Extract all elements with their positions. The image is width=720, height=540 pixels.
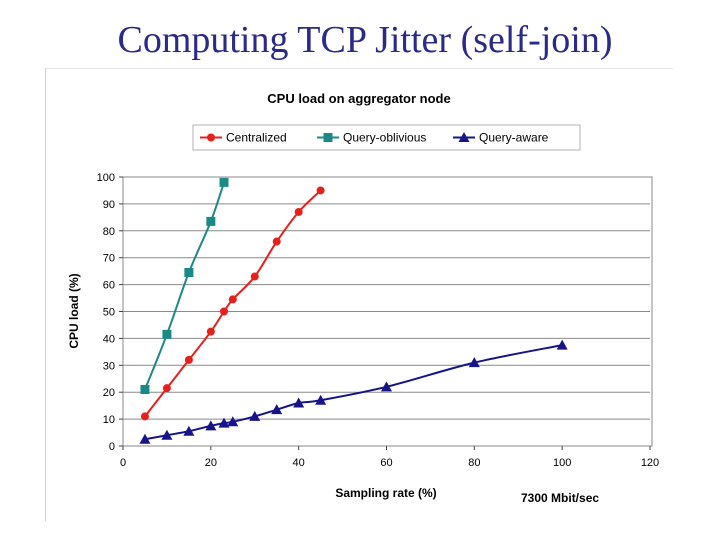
legend-item-centralized: Centralized (200, 131, 287, 145)
data-point-query-aware (249, 410, 261, 421)
legend-label: Query-oblivious (343, 131, 426, 145)
x-axis: 0 20 40 60 80 100 120 (120, 446, 659, 469)
slide-title: Computing TCP Jitter (self-join) (117, 19, 613, 61)
data-point-centralized (250, 272, 259, 281)
data-point-query-aware (468, 357, 480, 368)
x-axis-label: Sampling rate (%) (335, 486, 436, 500)
series-query-oblivious (140, 177, 229, 395)
data-point-query-oblivious (206, 216, 216, 226)
data-point-query-aware (315, 394, 327, 405)
chart-title: CPU load on aggregator node (267, 91, 450, 106)
legend-marker (458, 132, 470, 142)
x-tick-label: 40 (293, 457, 305, 469)
y-axis: 0 10 20 30 40 50 60 70 80 90 100 (97, 172, 123, 453)
y-tick-label: 0 (109, 441, 115, 453)
y-tick-label: 40 (103, 333, 115, 345)
legend-marker (207, 133, 215, 142)
data-point-centralized (316, 186, 325, 195)
data-point-centralized (162, 384, 171, 393)
data-point-centralized (294, 207, 303, 216)
x-tick-label: 0 (120, 457, 126, 469)
chart-legend: Centralized Query-oblivious Query-aware (192, 124, 581, 151)
chart-series (139, 177, 568, 444)
chart-gridlines (123, 203, 650, 420)
data-point-query-aware (139, 433, 151, 444)
y-axis-label: CPU load (%) (67, 273, 81, 348)
x-tick-label: 20 (205, 457, 217, 469)
cpu-load-chart: CPU load on aggregator node Centralized Q… (67, 91, 659, 505)
y-tick-label: 50 (103, 307, 115, 319)
series-centralized (140, 186, 325, 421)
data-point-query-aware (218, 417, 230, 428)
legend-item-query-aware: Query-aware (453, 131, 549, 145)
series-line-centralized (144, 189, 322, 418)
data-point-query-aware (161, 429, 173, 440)
x-tick-label: 60 (380, 457, 392, 469)
data-point-query-oblivious (162, 329, 172, 339)
y-tick-label: 60 (103, 280, 115, 292)
data-point-centralized (220, 307, 229, 316)
data-point-query-aware (205, 420, 217, 431)
x-tick-label: 120 (641, 457, 659, 469)
data-point-centralized (184, 355, 193, 364)
data-point-query-aware (227, 416, 239, 427)
legend-label: Centralized (226, 131, 287, 145)
data-point-centralized (206, 327, 215, 336)
data-point-query-aware (293, 397, 305, 408)
data-point-query-oblivious (140, 385, 150, 395)
data-point-query-aware (271, 404, 283, 415)
y-tick-label: 100 (97, 172, 115, 184)
series-query-aware (139, 339, 568, 444)
y-tick-label: 20 (103, 387, 115, 399)
legend-marker (323, 133, 333, 142)
chart-panel: CPU load on aggregator node Centralized Q… (45, 68, 673, 521)
data-point-query-aware (556, 339, 568, 350)
y-tick-label: 70 (103, 253, 115, 265)
data-point-centralized (272, 237, 281, 246)
data-point-query-oblivious (219, 177, 229, 187)
y-tick-label: 90 (103, 199, 115, 211)
data-point-query-aware (183, 425, 195, 436)
legend-item-query-oblivious: Query-oblivious (317, 131, 426, 145)
y-tick-label: 80 (103, 226, 115, 238)
throughput-annotation: 7300 Mbit/sec (521, 491, 599, 505)
x-tick-label: 80 (468, 457, 480, 469)
y-tick-label: 30 (103, 360, 115, 372)
data-point-query-oblivious (184, 267, 194, 277)
data-point-centralized (140, 412, 149, 421)
data-point-query-aware (381, 381, 392, 392)
legend-label: Query-aware (479, 131, 549, 145)
x-tick-label: 100 (553, 457, 571, 469)
data-point-centralized (228, 295, 237, 304)
y-tick-label: 10 (103, 414, 115, 426)
